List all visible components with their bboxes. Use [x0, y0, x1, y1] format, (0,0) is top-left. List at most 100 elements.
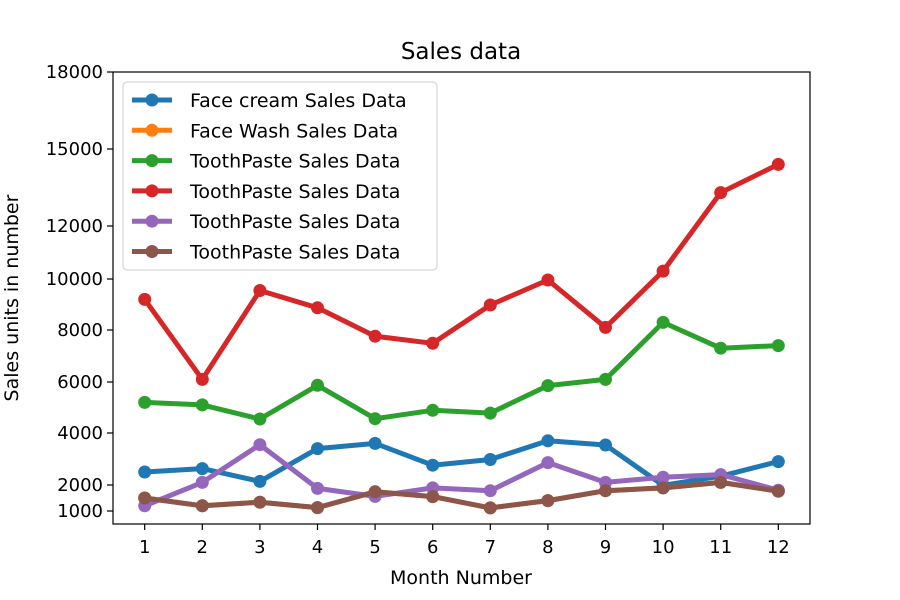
- legend-box: [122, 81, 438, 271]
- data-point: [599, 484, 612, 498]
- legend-entry: ToothPaste Sales Data: [132, 181, 400, 203]
- x-tick-label: 9: [600, 537, 611, 558]
- data-point: [771, 339, 785, 353]
- legend-marker: [145, 245, 159, 258]
- legend-marker: [145, 154, 159, 168]
- data-point: [195, 499, 209, 513]
- data-point: [771, 484, 785, 498]
- data-point: [195, 475, 209, 489]
- legend-marker: [145, 93, 159, 107]
- data-point: [599, 320, 612, 334]
- x-tick-label: 3: [254, 537, 265, 558]
- x-tick-label: 7: [485, 537, 496, 558]
- x-tick-label: 1: [139, 537, 150, 558]
- x-axis: 1 2 3 4 5 6 7 8 9 10 11 12: [139, 524, 790, 558]
- data-point: [253, 438, 267, 452]
- data-point: [541, 379, 555, 393]
- data-point: [138, 465, 152, 479]
- legend-entry: ToothPaste Sales Data: [132, 242, 400, 264]
- legend-entry: ToothPaste Sales Data: [132, 211, 400, 233]
- data-point: [656, 481, 670, 495]
- data-point: [541, 434, 555, 448]
- y-tick-label: 4000: [57, 423, 103, 444]
- data-point: [541, 494, 555, 508]
- legend-marker: [145, 214, 159, 228]
- x-tick-label: 8: [542, 537, 553, 558]
- data-point: [311, 301, 324, 315]
- chart-title: Sales data: [401, 39, 521, 65]
- data-point: [483, 501, 497, 515]
- series-line: [144, 479, 779, 511]
- data-point: [714, 475, 728, 489]
- legend-entry: Face cream Sales Data: [132, 90, 407, 112]
- legend-label: Face Wash Sales Data: [190, 120, 398, 142]
- y-tick-label: 2000: [57, 475, 103, 496]
- data-point: [541, 456, 555, 470]
- legend-label: ToothPaste Sales Data: [189, 242, 400, 264]
- y-tick-label: 10000: [46, 269, 103, 290]
- data-point: [253, 412, 267, 426]
- data-point: [483, 298, 497, 312]
- x-tick-label: 11: [709, 537, 732, 558]
- legend-label: ToothPaste Sales Data: [189, 151, 400, 173]
- data-point: [771, 455, 785, 469]
- data-point: [311, 378, 324, 392]
- data-point: [426, 458, 440, 472]
- x-tick-label: 5: [369, 537, 380, 558]
- data-point: [426, 490, 440, 504]
- data-point: [138, 395, 152, 409]
- data-point: [714, 186, 728, 200]
- data-point: [426, 403, 440, 417]
- data-point: [771, 157, 785, 171]
- x-tick-label: 2: [197, 537, 208, 558]
- data-point: [195, 398, 209, 412]
- x-axis-label: Month Number: [390, 567, 532, 589]
- data-point: [656, 264, 670, 278]
- data-point: [426, 336, 440, 350]
- series-4: [138, 157, 785, 386]
- legend: Face cream Sales Data Face Wash Sales Dat…: [122, 81, 438, 271]
- data-point: [368, 412, 382, 426]
- y-tick-label: 15000: [46, 139, 103, 160]
- legend-label: ToothPaste Sales Data: [189, 181, 400, 203]
- x-tick-label: 6: [427, 537, 438, 558]
- data-point: [599, 438, 612, 452]
- series-line: [143, 442, 779, 509]
- legend-label: ToothPaste Sales Data: [189, 211, 400, 233]
- legend-marker: [145, 123, 159, 137]
- legend-entry: Face Wash Sales Data: [132, 120, 398, 142]
- data-point: [483, 453, 497, 466]
- data-point: [368, 436, 382, 450]
- y-tick-label: 8000: [57, 320, 103, 341]
- x-tick-label: 12: [767, 537, 790, 558]
- data-point: [656, 315, 670, 329]
- data-point: [541, 273, 555, 287]
- chart-marks: [138, 157, 785, 515]
- data-point: [311, 442, 324, 456]
- data-point: [483, 484, 497, 498]
- data-point: [138, 491, 152, 505]
- data-point: [253, 474, 267, 488]
- data-point: [253, 284, 267, 297]
- data-point: [656, 470, 670, 484]
- series-line: [142, 162, 780, 382]
- data-point: [368, 485, 382, 499]
- x-tick-label: 4: [312, 537, 323, 558]
- data-point: [253, 495, 267, 509]
- x-tick-label: 10: [652, 537, 675, 558]
- data-point: [311, 481, 324, 495]
- y-tick-label: 1000: [57, 501, 103, 522]
- y-tick-label: 6000: [57, 372, 103, 393]
- legend-label: Face cream Sales Data: [190, 90, 407, 112]
- legend-entry: ToothPaste Sales Data: [132, 151, 400, 173]
- y-axis: 1000 2000 4000 6000 8000 10000 12000 15000 18000: [46, 62, 113, 522]
- data-point: [138, 292, 152, 306]
- data-point: [599, 372, 612, 386]
- y-axis-label: Sales units in number: [1, 194, 23, 401]
- series-3: [138, 315, 785, 426]
- series-line: [144, 319, 779, 422]
- plot-frame: [112, 71, 811, 525]
- data-point: [483, 406, 497, 420]
- data-point: [714, 341, 728, 355]
